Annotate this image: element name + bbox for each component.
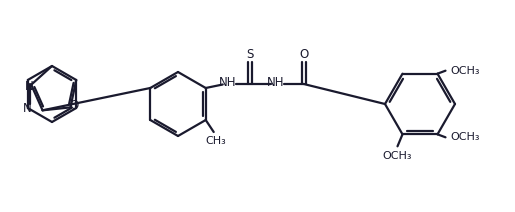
Text: OCH₃: OCH₃: [451, 132, 480, 142]
Text: N: N: [22, 102, 31, 114]
Text: OCH₃: OCH₃: [451, 66, 480, 76]
Text: OCH₃: OCH₃: [383, 151, 412, 161]
Text: O: O: [70, 99, 79, 112]
Text: N: N: [25, 80, 33, 93]
Text: NH: NH: [219, 77, 236, 89]
Text: CH₃: CH₃: [205, 136, 226, 146]
Text: O: O: [299, 47, 308, 60]
Text: S: S: [246, 47, 253, 60]
Text: NH: NH: [267, 77, 284, 89]
